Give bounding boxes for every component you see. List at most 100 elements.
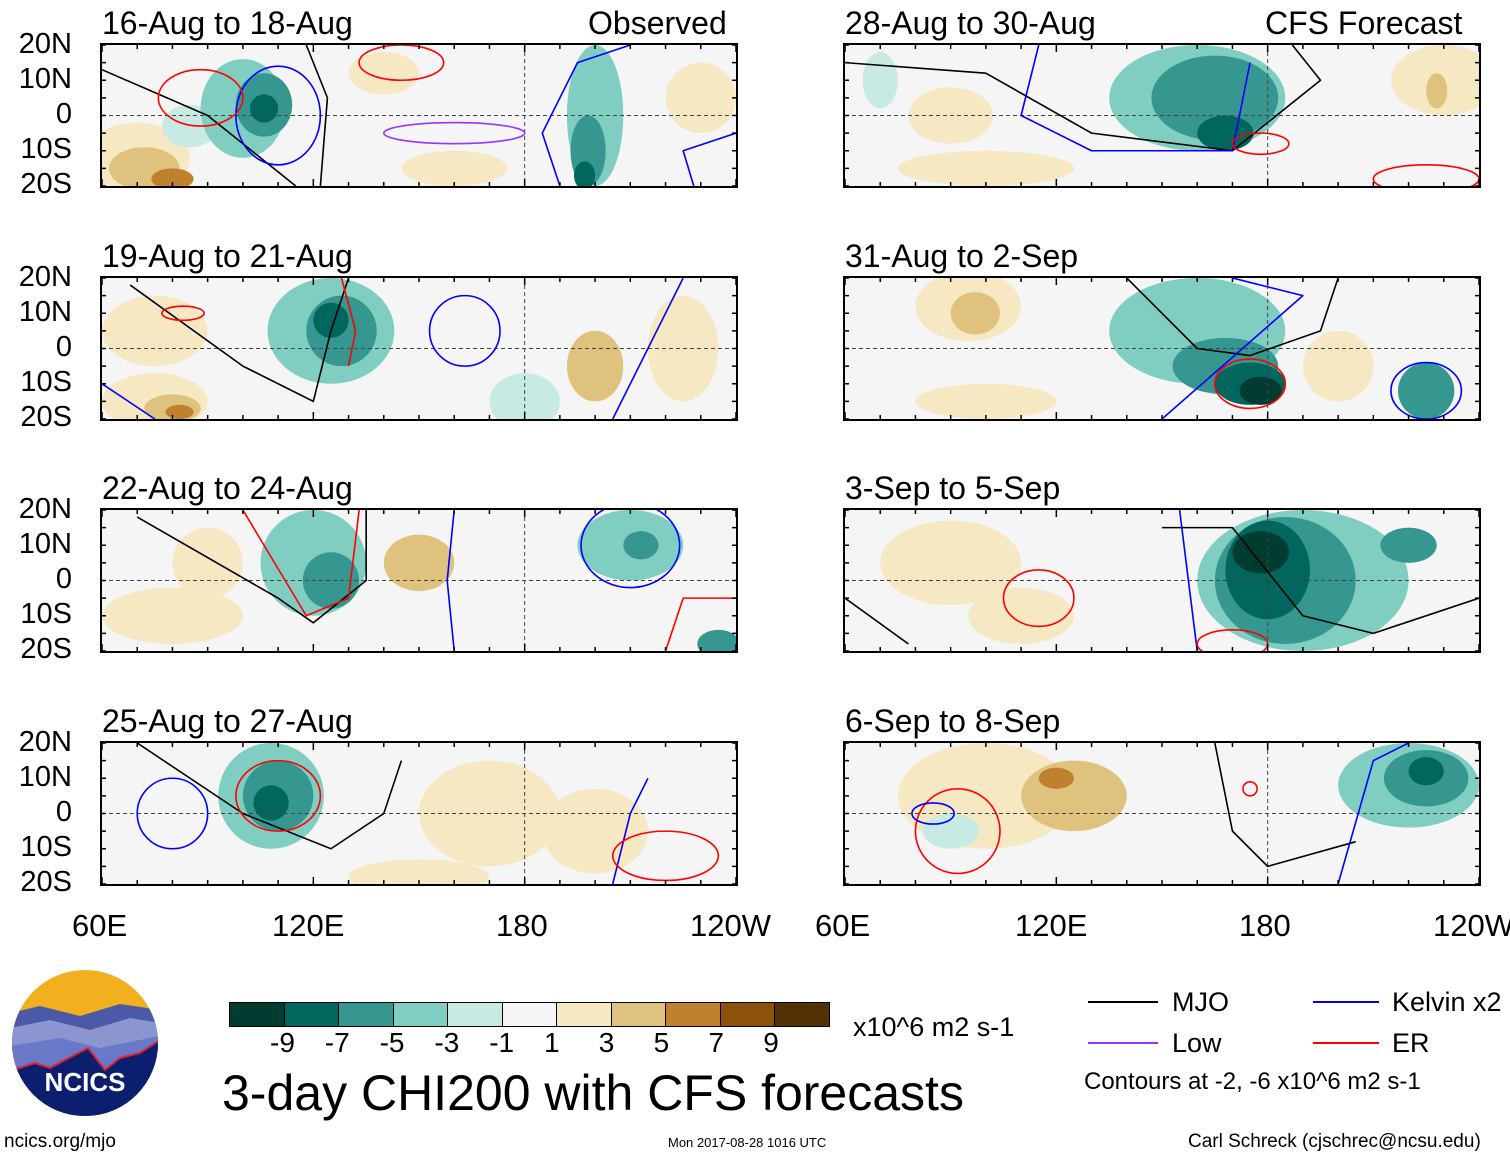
anomaly-region (401, 150, 508, 186)
legend-low-line (1088, 1042, 1158, 1044)
mjo-contour (1162, 526, 1479, 635)
anomaly-region (542, 788, 648, 874)
mjo-contour (845, 597, 909, 645)
panel-title: 22-Aug to 24-Aug (102, 470, 353, 506)
anomaly-region (348, 52, 419, 95)
colorbar-swatch (230, 1003, 284, 1026)
mjo-contour (1214, 743, 1356, 868)
y-tick-label: 20S (20, 168, 72, 200)
legend-er-line (1313, 1042, 1379, 1044)
colorbar-swatch (556, 1003, 611, 1026)
colorbar-swatch (719, 1003, 774, 1026)
anomaly-region (489, 373, 560, 419)
legend-mjo-label: MJO (1172, 987, 1229, 1017)
kelvin-contour (235, 65, 322, 166)
anomaly-region (1038, 767, 1074, 789)
panel-title: 3-Sep to 5-Sep (845, 470, 1061, 506)
map-panel (843, 276, 1481, 421)
anomaly-region (172, 527, 243, 599)
anomaly-region (1397, 362, 1455, 419)
y-tick-label: 0 (55, 796, 72, 828)
anomaly-region (383, 534, 455, 592)
anomaly-region (697, 629, 736, 651)
colorbar-swatch (283, 1003, 338, 1026)
colorbar (229, 1002, 830, 1027)
colorbar-swatch (501, 1003, 556, 1026)
anomaly-region (623, 531, 659, 560)
er-contour (664, 597, 736, 651)
mjo-contour (136, 510, 367, 624)
y-tick-label: 10S (20, 133, 72, 165)
er-contour (161, 305, 205, 322)
anomaly-region (915, 383, 1057, 419)
map-panel (100, 276, 738, 421)
ncics-logo: NCICS (10, 968, 160, 1123)
colorbar-label: -3 (434, 1027, 460, 1058)
kelvin-contour (102, 383, 156, 419)
y-tick-label: 20N (18, 28, 72, 60)
colorbar-label: 1 (544, 1027, 560, 1058)
colorbar-swatch (774, 1003, 829, 1026)
mjo-contour (136, 743, 403, 850)
anomaly-region (665, 62, 736, 134)
anomaly-region (151, 168, 194, 186)
y-tick-label: 10S (20, 366, 72, 398)
anomaly-region (102, 587, 243, 644)
kelvin-contour (580, 510, 681, 589)
legend-low-label: Low (1172, 1028, 1222, 1058)
anomaly-region (880, 520, 1022, 606)
map-panel (100, 741, 738, 886)
kelvin-contour (1390, 361, 1463, 419)
kelvin-contour (911, 802, 955, 825)
colorbar-label: -7 (324, 1027, 350, 1058)
colorbar-swatch (610, 1003, 665, 1026)
panel-title: 28-Aug to 30-Aug (845, 5, 1096, 41)
colorbar-swatch (338, 1003, 393, 1026)
anomaly-region (1426, 73, 1448, 109)
colorbar-label: -5 (379, 1027, 405, 1058)
y-tick-label: 10N (18, 528, 72, 560)
colorbar-units: x10^6 m2 s-1 (853, 1012, 1015, 1042)
anomaly-region (1021, 760, 1127, 832)
mjo-contour (129, 278, 350, 403)
panel-title: 25-Aug to 27-Aug (102, 703, 353, 739)
anomaly-region (313, 302, 349, 338)
colorbar-label: 7 (708, 1027, 724, 1058)
kelvin-contour (682, 132, 736, 186)
panel-title: 19-Aug to 21-Aug (102, 238, 353, 274)
anomaly-region (1197, 115, 1254, 151)
anomaly-region (968, 587, 1074, 644)
er-contour (914, 788, 1001, 875)
x-tick-120e: 120E (1015, 908, 1088, 943)
panel-title: 31-Aug to 2-Sep (845, 238, 1079, 274)
anomaly-region (348, 859, 490, 884)
kelvin-contour (1178, 510, 1199, 651)
mjo-contour (1126, 278, 1339, 357)
logo-text: NCICS (45, 1067, 126, 1097)
anomaly-region (253, 785, 289, 821)
er-contour (242, 510, 360, 617)
kelvin-contour (1020, 45, 1251, 152)
er-contour (157, 68, 244, 127)
anomaly-region (897, 150, 1074, 186)
y-tick-label: 10N (18, 63, 72, 95)
observed-label: Observed (588, 5, 727, 41)
panel-title: 16-Aug to 18-Aug (102, 5, 353, 41)
y-tick-label: 20S (20, 401, 72, 433)
kelvin-contour (612, 278, 684, 419)
legend-kelvin-line (1313, 1001, 1379, 1003)
kelvin-contour (428, 294, 501, 367)
mjo-contour (845, 45, 1322, 152)
anomaly-region (1380, 527, 1437, 563)
anomaly-region (1232, 531, 1289, 574)
map-panel (843, 508, 1481, 653)
kelvin-contour (1161, 278, 1304, 419)
kelvin-contour (446, 510, 456, 651)
panel-title: 6-Sep to 8-Sep (845, 703, 1061, 739)
er-contour (1196, 629, 1269, 651)
er-contour (1231, 132, 1290, 156)
colorbar-label: 3 (598, 1027, 615, 1058)
anomaly-region (302, 552, 360, 609)
anomaly-region (249, 94, 279, 123)
site-url[interactable]: ncics.org/mjo (4, 1131, 116, 1152)
